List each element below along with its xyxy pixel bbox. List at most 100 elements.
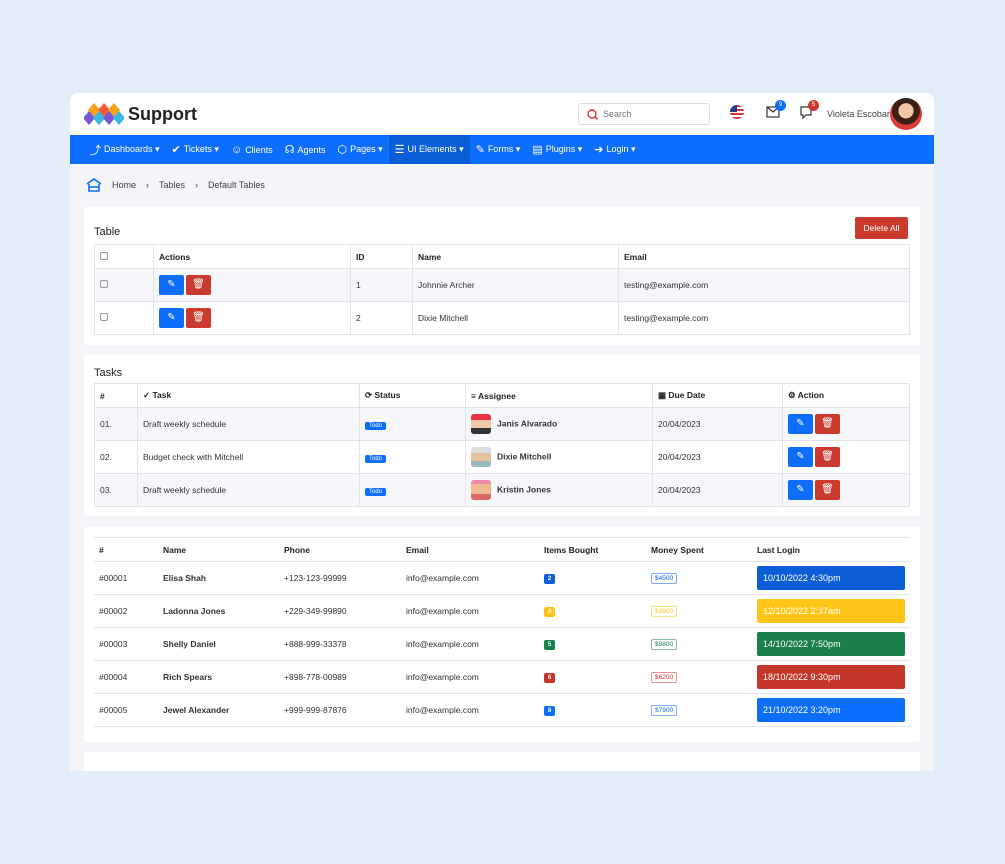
money-badge: $7900 — [651, 705, 678, 716]
table-row: ✎ 🗑 2 Dixie Mitchell testing@example.com — [94, 301, 910, 335]
edit-button[interactable]: ✎ — [159, 308, 184, 328]
nav-label: Pages ▾ — [350, 144, 383, 154]
cell-name: Jewel Alexander — [158, 693, 279, 727]
mail-button[interactable]: 9 — [766, 100, 786, 120]
table-card: Table Delete All Actions ID Name Email ✎ 🗑 1 J… — [84, 207, 920, 345]
cell-phone: +123-123-99999 — [279, 561, 401, 595]
cell-id: #00005 — [94, 693, 158, 727]
user-name[interactable]: Violeta Escobar — [827, 109, 890, 119]
nav-item-forms[interactable]: ✎ Forms ▾ — [470, 135, 527, 164]
breadcrumb: Home › Tables › Default Tables — [70, 164, 934, 192]
cell-id: 2 — [350, 301, 413, 335]
nav-label: Login ▾ — [606, 144, 636, 154]
flag-us-icon[interactable] — [730, 105, 744, 119]
cell-email: info@example.com — [401, 627, 539, 661]
nav-item-login[interactable]: ➜ Login ▾ — [588, 135, 641, 164]
ticket-icon: ✔ — [171, 144, 181, 156]
col-actions: Actions — [153, 244, 351, 269]
status-icon: ⟳ — [365, 390, 375, 400]
nav-item-dashboards[interactable]: ⤴ Dashboards ▾ — [84, 135, 166, 164]
home-icon[interactable] — [86, 178, 102, 192]
task-row: 01. Draft weekly schedule Todo Janis Alvara… — [94, 407, 910, 441]
cell-phone: +999-999-87876 — [279, 693, 401, 727]
status-badge: Todo — [365, 488, 387, 496]
nav-item-uielements[interactable]: ☰ UI Elements ▾ — [388, 135, 470, 164]
breadcrumb-tables[interactable]: Tables — [159, 180, 186, 190]
edit-button[interactable]: ✎ — [788, 447, 813, 467]
col-assignee: Assignee — [478, 390, 516, 401]
last-login-badge: 14/10/2022 7:50pm — [757, 632, 905, 656]
nav-item-pages[interactable]: ⬡ Pages ▾ — [332, 135, 389, 164]
col-header: Name — [158, 537, 279, 562]
nav-label: Clients — [245, 144, 273, 155]
box-icon: ⬡ — [337, 144, 348, 156]
delete-button[interactable]: 🗑 — [815, 447, 840, 467]
delete-button[interactable]: 🗑 — [815, 414, 840, 434]
col-email: Email — [618, 244, 910, 269]
col-id: ID — [350, 244, 413, 269]
gear-icon: ⚙ — [788, 390, 798, 400]
cell-phone: +898-778-00989 — [279, 660, 401, 694]
row-checkbox[interactable] — [100, 313, 108, 321]
select-all-checkbox[interactable] — [100, 251, 108, 260]
nav-item-tickets[interactable]: ✔ Tickets ▾ — [166, 135, 225, 164]
cell-phone: +229-349-99890 — [279, 594, 401, 628]
customer-row: #00005 Jewel Alexander +999-999-87876 in… — [94, 693, 910, 727]
nav-item-plugins[interactable]: ▤ Plugins ▾ — [526, 135, 588, 164]
nav-label: UI Elements ▾ — [407, 144, 464, 154]
pen-icon: ✎ — [475, 144, 485, 156]
mail-badge: 9 — [775, 100, 786, 111]
items-badge: 8 — [544, 706, 555, 716]
nav-item-agents[interactable]: ☊ Agents — [279, 135, 332, 164]
edit-button[interactable]: ✎ — [788, 414, 813, 434]
customers-table: # Name Phone Email Items Bought Money Spent La… — [94, 537, 910, 727]
cell-id: #00003 — [94, 627, 158, 661]
search-icon — [587, 108, 598, 120]
cell-email: info@example.com — [401, 594, 539, 628]
last-login-badge: 12/10/2022 2:37am — [757, 599, 905, 623]
nav-item-clients[interactable]: ☺ Clients — [225, 135, 279, 164]
cell-due-date: 20/04/2023 — [652, 473, 783, 507]
delete-button[interactable]: 🗑 — [186, 275, 211, 295]
money-badge: $3800 — [651, 606, 678, 617]
delete-button[interactable]: 🗑 — [186, 308, 211, 328]
user-avatar[interactable] — [890, 98, 922, 130]
delete-all-button[interactable]: Delete All — [855, 217, 908, 239]
search-box[interactable] — [578, 103, 710, 125]
cell-phone: +888-999-33378 — [279, 627, 401, 661]
cell-task: Budget check with Mitchell — [137, 440, 360, 474]
cell-name: Rich Spears — [158, 660, 279, 694]
table-row: ✎ 🗑 1 Johnnie Archer testing@example.com — [94, 268, 910, 302]
last-login-badge: 18/10/2022 9:30pm — [757, 665, 905, 689]
row-checkbox[interactable] — [100, 280, 108, 288]
smile-icon: ☺ — [230, 143, 243, 156]
task-row: 02. Budget check with Mitchell Todo Dixie M… — [94, 440, 910, 474]
card-title: Tasks — [94, 367, 123, 379]
brand-name: Support — [128, 103, 197, 124]
breadcrumb-home[interactable]: Home — [112, 180, 137, 190]
logo[interactable]: Support — [84, 101, 197, 127]
cell-email: info@example.com — [401, 693, 539, 727]
money-badge: $6200 — [651, 672, 678, 683]
chat-button[interactable]: 5 — [799, 100, 819, 121]
last-login-badge: 10/10/2022 4:30pm — [757, 566, 905, 590]
cell-assignee: Dixie Mitchell — [497, 451, 552, 462]
document-icon: ▤ — [532, 144, 543, 156]
cell-due-date: 20/04/2023 — [652, 440, 783, 474]
cell-task: Draft weekly schedule — [137, 407, 360, 441]
avatar — [471, 480, 491, 500]
chat-badge: 5 — [808, 100, 819, 111]
cell-task: Draft weekly schedule — [137, 473, 360, 507]
cell-email: info@example.com — [401, 561, 539, 595]
nav-label: Plugins ▾ — [545, 144, 583, 154]
nav-label: Forms ▾ — [487, 144, 521, 154]
cell-id: #00002 — [94, 594, 158, 628]
logo-icon — [84, 103, 124, 125]
tasks-table: # ✓ Task ⟳ Status ≡ Assignee ▦ Due Date ⚙ Act… — [94, 383, 910, 507]
col-header: Money Spent — [646, 537, 752, 562]
search-input[interactable] — [603, 109, 693, 119]
cell-id: 1 — [350, 268, 413, 302]
edit-button[interactable]: ✎ — [788, 480, 813, 500]
edit-button[interactable]: ✎ — [159, 275, 184, 295]
delete-button[interactable]: 🗑 — [815, 480, 840, 500]
